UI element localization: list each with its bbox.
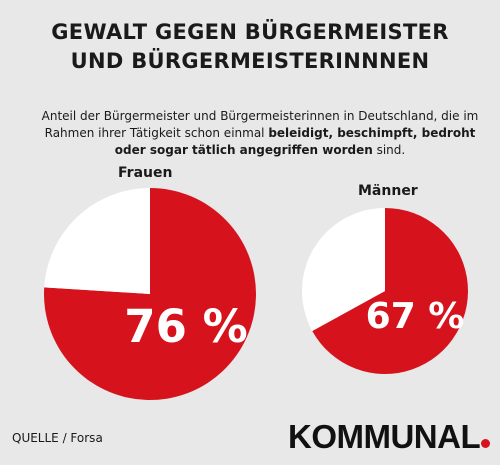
subtitle-text-2: sind. [372,143,406,157]
chart-subtitle: Anteil der Bürgermeister und Bürgermeist… [40,108,480,159]
kommunal-logo: KOMMUNAL [288,418,491,456]
pie-slice-frauen-rest [44,188,150,294]
pie-chart-maenner: 67 % [302,208,468,374]
title-line-2: UND BÜRGERMEISTERINNNEN [70,49,430,73]
pie-title-maenner: Männer [358,183,418,199]
pie-slice-maenner-angegriffen [312,208,468,374]
logo-dot [481,439,491,448]
logo-text: KOMMUNAL [288,418,481,455]
pie-slice-frauen-angegriffen [43,188,256,400]
pie-slice-maenner-rest [302,208,385,331]
pie-value-label-maenner: 67 % [366,296,465,337]
chart-title: GEWALT GEGEN BÜRGERMEISTER UND BÜRGERMEI… [0,18,500,76]
subtitle-text-1: Anteil der Bürgermeister und Bürgermeist… [41,109,479,140]
subtitle-bold-text: beleidigt, beschimpft, bedroht oder soga… [114,126,476,157]
pie-chart-frauen: 76 % [43,188,256,400]
pie-title-frauen: Frauen [118,165,173,181]
pie-value-label-frauen: 76 % [124,300,247,353]
title-line-1: GEWALT GEGEN BÜRGERMEISTER [51,20,449,44]
source-note: QUELLE / Forsa [12,431,103,445]
